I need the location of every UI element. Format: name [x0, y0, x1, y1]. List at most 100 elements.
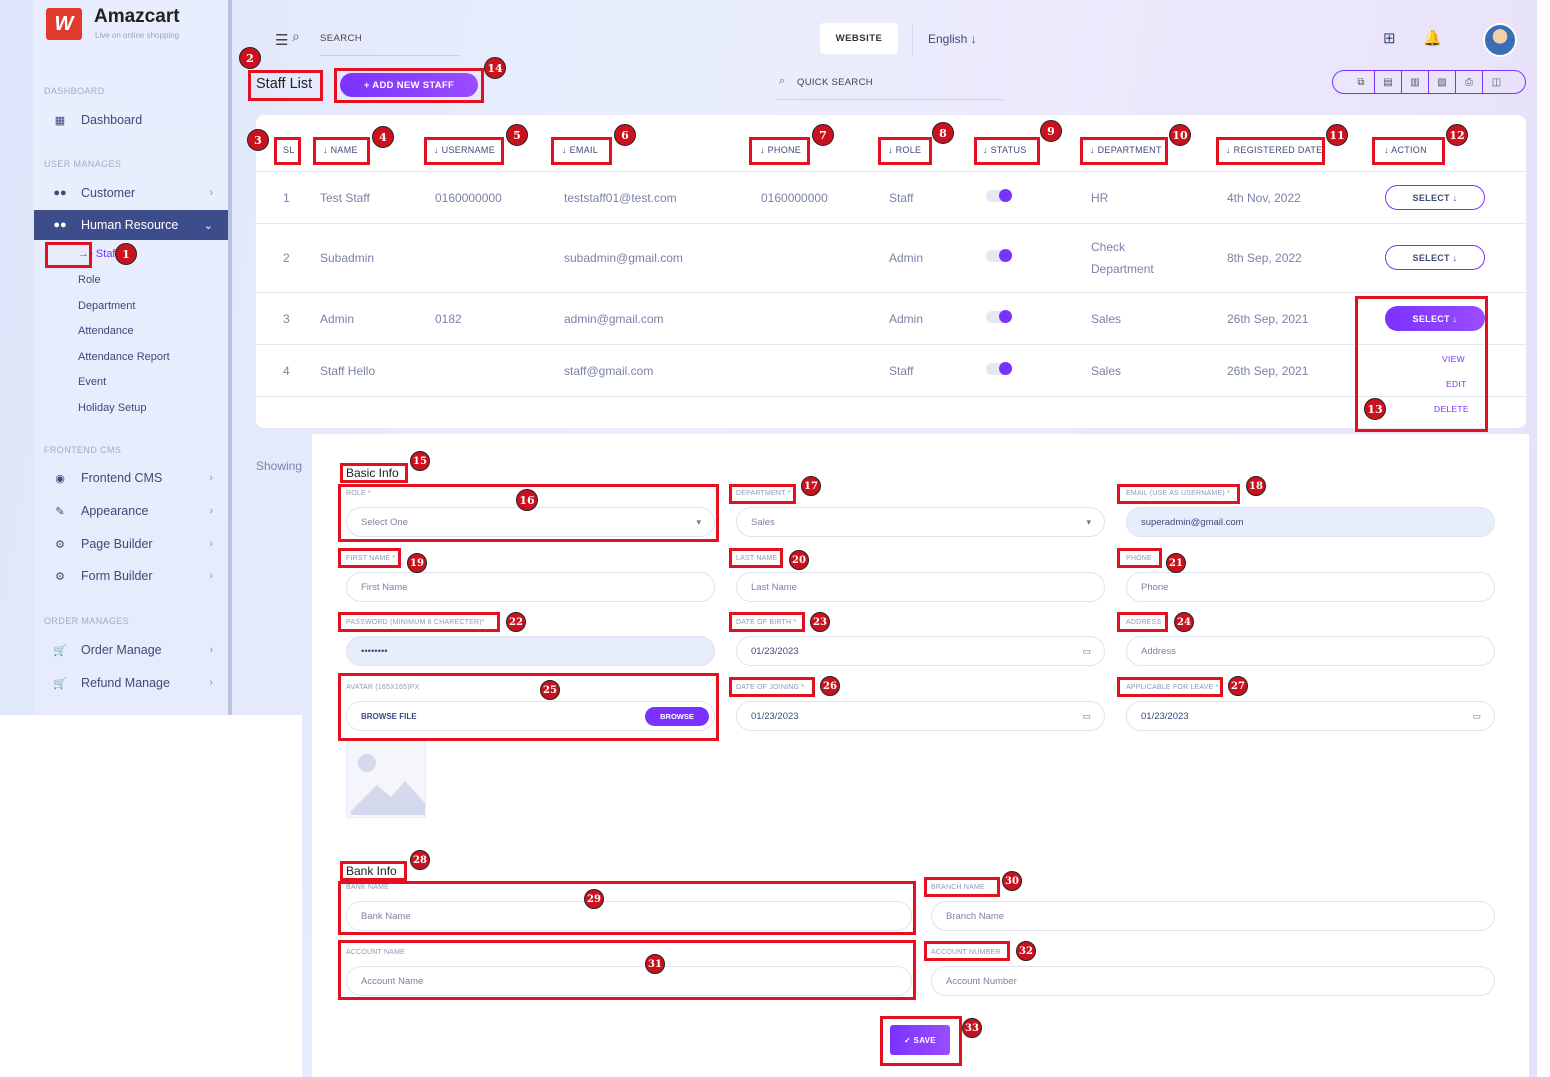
department-select[interactable]: Sales ▾ — [736, 507, 1105, 537]
quick-search-underline — [775, 99, 1003, 100]
search-input[interactable]: SEARCH — [320, 33, 362, 44]
pdf-icon[interactable]: ▧ — [1429, 70, 1456, 94]
doj-field[interactable]: 01/23/2023 ▭ — [736, 701, 1105, 731]
save-button[interactable]: ✓ SAVE — [890, 1025, 950, 1055]
dropdown-edit[interactable]: EDIT — [1446, 379, 1467, 389]
cell-role: Staff — [889, 364, 914, 378]
brand-tagline: Live on online shopping — [95, 31, 180, 40]
sidebar-sub-attendance-report[interactable]: Attendance Report — [78, 351, 170, 363]
calendar-icon[interactable]: ▭ — [1082, 645, 1091, 656]
column-header-sl[interactable]: SL — [283, 145, 295, 155]
plus-square-icon[interactable]: ⊞ — [1383, 30, 1396, 47]
column-header-phone[interactable]: ↓ PHONE — [760, 145, 802, 155]
columns-icon[interactable]: ◫ — [1491, 76, 1502, 88]
browse-button[interactable]: BROWSE — [645, 707, 709, 726]
action-select-button[interactable]: SELECT ↓ — [1385, 185, 1485, 210]
copy-icon[interactable]: ⧉ — [1348, 70, 1375, 94]
leave-field[interactable]: 01/23/2023 ▭ — [1126, 701, 1495, 731]
add-new-staff-button[interactable]: + ADD NEW STAFF — [340, 73, 478, 97]
account-number-field[interactable]: Account Number — [931, 966, 1495, 996]
column-header-email[interactable]: ↓ EMAIL — [562, 145, 599, 155]
sidebar-item-form-builder[interactable]: ⚙ Form Builder › — [34, 561, 228, 591]
column-header-action[interactable]: ↓ ACTION — [1384, 145, 1427, 155]
annotation-badge: 6 — [614, 124, 636, 146]
sidebar-item-page-builder[interactable]: ⚙ Page Builder › — [34, 529, 228, 559]
annotation-badge: 7 — [812, 124, 834, 146]
search-icon[interactable]: ⌕ — [292, 28, 300, 44]
sidebar-sub-attendance[interactable]: Attendance — [78, 325, 134, 337]
calendar-icon[interactable]: ▭ — [1472, 710, 1481, 721]
sidebar-sub-holiday-setup[interactable]: Holiday Setup — [78, 402, 147, 414]
sidebar-sub-role[interactable]: Role — [78, 274, 101, 286]
cart-icon: 🛒 — [53, 644, 67, 657]
dropdown-delete[interactable]: DELETE — [1434, 404, 1469, 414]
status-toggle[interactable] — [986, 310, 1012, 323]
column-header-status[interactable]: ↓ STATUS — [983, 145, 1027, 155]
quick-search-input[interactable]: QUICK SEARCH — [797, 77, 873, 88]
print-icon[interactable]: ⎙ — [1456, 70, 1483, 94]
annotation-badge: 13 — [1364, 398, 1386, 420]
sidebar-sub-event[interactable]: Event — [78, 376, 107, 388]
annotation-box — [340, 861, 407, 881]
password-field[interactable]: •••••••• — [346, 636, 715, 666]
branch-name-field[interactable]: Branch Name — [931, 901, 1495, 931]
email-field[interactable]: superadmin@gmail.com — [1126, 507, 1495, 537]
chevron-right-icon: › — [209, 570, 213, 582]
cell-registered-date: 26th Sep, 2021 — [1227, 364, 1309, 378]
column-header-username[interactable]: ↓ USERNAME — [434, 145, 496, 155]
annotation-badge: 28 — [410, 850, 430, 870]
avatar[interactable] — [1483, 23, 1517, 57]
annotation-badge: 1 — [115, 243, 137, 265]
sidebar-scrollbar[interactable] — [228, 0, 232, 715]
excel-icon[interactable]: ▤ — [1375, 70, 1402, 94]
address-field[interactable]: Address — [1126, 636, 1495, 666]
brand-logo[interactable]: W — [46, 8, 82, 40]
branch-name-label: BRANCH NAME — [931, 884, 985, 891]
status-toggle[interactable] — [986, 249, 1012, 262]
bank-name-field[interactable]: Bank Name — [346, 901, 912, 931]
status-toggle[interactable] — [986, 189, 1012, 202]
website-button[interactable]: WEBSITE — [820, 23, 898, 54]
annotation-badge: 18 — [1246, 476, 1266, 496]
bank-info-title: Bank Info — [346, 864, 397, 878]
phone-field[interactable]: Phone — [1126, 572, 1495, 602]
bell-icon[interactable]: 🔔 — [1423, 30, 1442, 47]
avatar-file-field[interactable]: BROWSE FILE BROWSE — [346, 701, 715, 731]
cell-department: Sales — [1091, 312, 1122, 326]
annotation-box — [878, 137, 932, 165]
column-header-department[interactable]: ↓ DEPARTMENT — [1090, 145, 1162, 155]
sidebar-item-refund-manage[interactable]: 🛒 Refund Manage › — [53, 676, 213, 690]
sidebar-item-appearance[interactable]: ✎ Appearance › — [34, 496, 228, 526]
action-select-button[interactable]: SELECT ↓ — [1385, 245, 1485, 270]
calendar-icon[interactable]: ▭ — [1082, 710, 1091, 721]
account-name-field[interactable]: Account Name — [346, 966, 912, 996]
status-toggle[interactable] — [986, 362, 1012, 375]
last-name-field[interactable]: Last Name — [736, 572, 1105, 602]
annotation-box — [248, 70, 323, 101]
annotation-box — [274, 137, 301, 165]
password-label: PASSWORD (MINIMUM 8 CHARECTER)* — [346, 619, 485, 626]
sidebar-item-frontend-cms[interactable]: ◉ Frontend CMS › — [34, 463, 228, 493]
sidebar-item-customer[interactable]: ●● Customer › — [53, 186, 213, 200]
csv-icon[interactable]: ▥ — [1402, 70, 1429, 94]
column-header-role[interactable]: ↓ ROLE — [888, 145, 922, 155]
action-select-button[interactable]: SELECT ↓ — [1385, 306, 1485, 331]
annotation-box — [313, 137, 370, 165]
column-header-registered-date[interactable]: ↓ REGISTERED DATE — [1226, 145, 1323, 155]
dropdown-view[interactable]: VIEW — [1442, 354, 1465, 364]
language-select[interactable]: English ↓ — [928, 32, 977, 46]
sidebar-item-dashboard[interactable]: ▦ Dashboard — [54, 113, 143, 127]
annotation-badge: 17 — [801, 476, 821, 496]
column-header-name[interactable]: ↓ NAME — [323, 145, 358, 155]
annotation-badge: 2 — [239, 47, 261, 69]
avatar-label: AVATAR (165X165)PX — [346, 684, 420, 691]
dob-field[interactable]: 01/23/2023 ▭ — [736, 636, 1105, 666]
search-underline — [320, 55, 460, 56]
first-name-field[interactable]: First Name — [346, 572, 715, 602]
annotation-box — [1080, 137, 1168, 165]
sidebar-sub-department[interactable]: Department — [78, 300, 136, 312]
sidebar-item-human-resource[interactable]: ●● Human Resource ⌄ — [34, 210, 228, 240]
sidebar-item-order-manage[interactable]: 🛒 Order Manage › — [53, 643, 213, 657]
menu-toggle-icon[interactable]: ☰ — [275, 32, 289, 49]
cell-username: 0160000000 — [435, 191, 502, 205]
